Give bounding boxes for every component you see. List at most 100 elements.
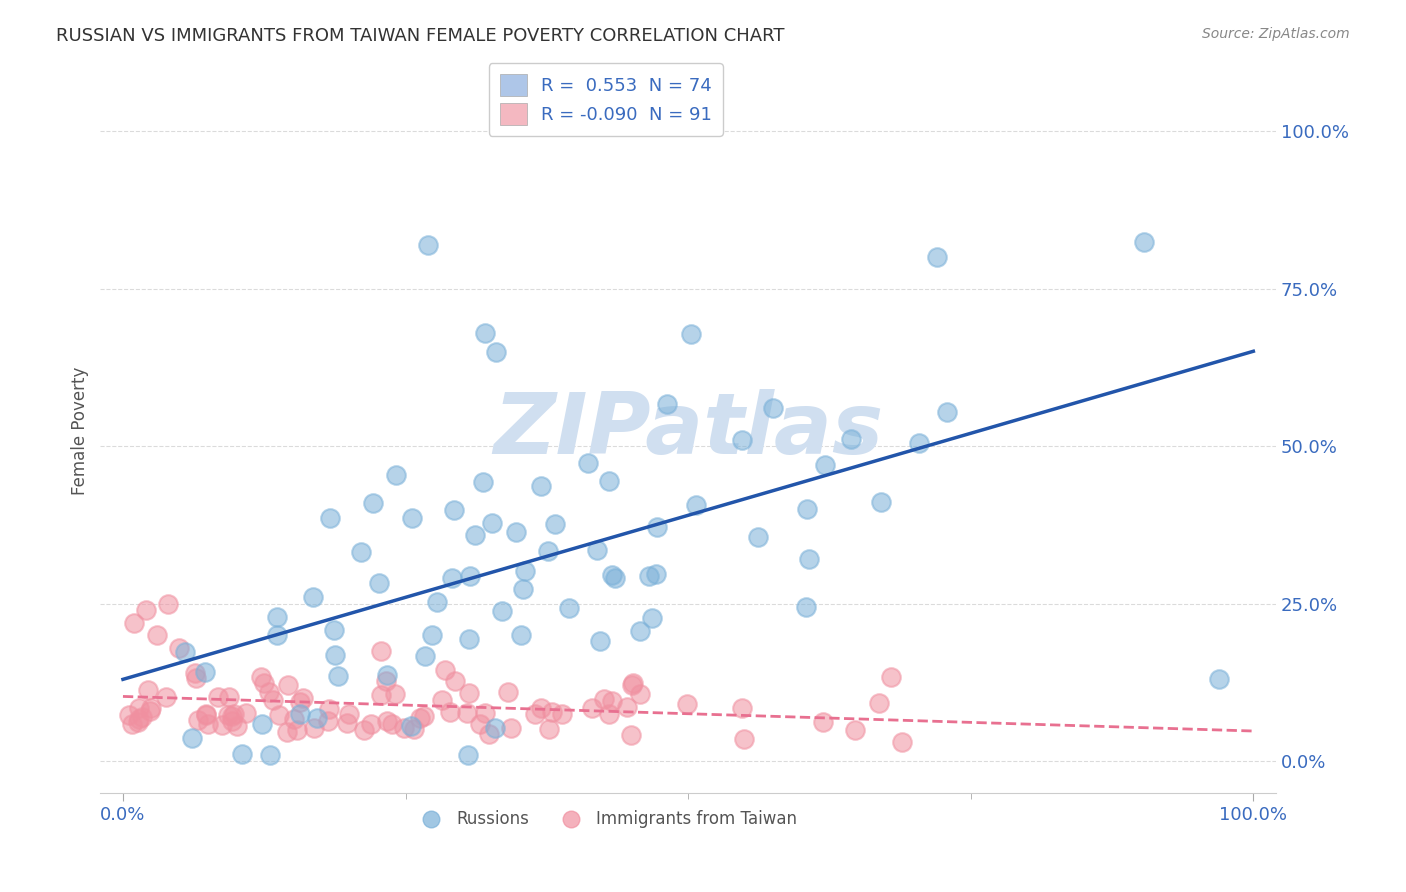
Point [288, 695, 311, 709]
Point [841, 432, 863, 446]
Text: Source: ZipAtlas.com: Source: ZipAtlas.com [1202, 27, 1350, 41]
Point [221, 714, 243, 728]
Point [401, 719, 423, 733]
Point [581, 701, 603, 715]
Point [439, 706, 461, 720]
Point [307, 711, 329, 725]
Point [301, 591, 323, 605]
Point [318, 701, 340, 715]
Point [135, 603, 157, 617]
Point [432, 693, 454, 707]
Point [139, 704, 162, 718]
Point [412, 709, 434, 723]
Point [637, 569, 659, 583]
Point [184, 672, 207, 686]
Point [936, 405, 959, 419]
Point [375, 714, 398, 729]
Point [174, 645, 197, 659]
Point [794, 599, 817, 614]
Point [336, 716, 359, 731]
Point [731, 701, 754, 715]
Point [375, 668, 398, 682]
Point [269, 708, 291, 723]
Point [513, 564, 536, 578]
Point [733, 731, 755, 746]
Point [444, 674, 467, 689]
Point [319, 510, 342, 524]
Point [925, 251, 948, 265]
Point [121, 717, 143, 731]
Point [250, 670, 273, 684]
Point [291, 691, 314, 706]
Point [277, 678, 299, 692]
Point [512, 582, 534, 597]
Point [458, 686, 481, 700]
Point [194, 707, 217, 722]
Point [157, 597, 180, 611]
Point [225, 719, 247, 733]
Point [484, 721, 506, 735]
Point [259, 747, 281, 762]
Point [524, 707, 547, 722]
Point [868, 696, 890, 710]
Point [250, 717, 273, 731]
Point [418, 237, 440, 252]
Point [1208, 673, 1230, 687]
Point [551, 706, 574, 721]
Point [762, 401, 785, 416]
Point [478, 727, 501, 741]
Point [231, 747, 253, 761]
Point [181, 731, 204, 745]
Point [131, 710, 153, 724]
Point [385, 467, 408, 482]
Point [890, 735, 912, 749]
Point [146, 628, 169, 642]
Point [235, 706, 257, 720]
Point [217, 708, 239, 723]
Point [464, 528, 486, 542]
Point [374, 673, 396, 688]
Point [593, 692, 616, 706]
Point [501, 721, 523, 735]
Point [184, 665, 207, 680]
Point [276, 724, 298, 739]
Point [443, 503, 465, 517]
Point [316, 714, 339, 729]
Point [474, 706, 496, 721]
Point [456, 706, 478, 720]
Point [505, 525, 527, 540]
Point [139, 701, 162, 715]
Point [655, 397, 678, 411]
Point [811, 715, 834, 730]
Point [262, 693, 284, 707]
Point [187, 713, 209, 727]
Point [796, 502, 818, 516]
Point [1132, 235, 1154, 249]
Point [814, 458, 837, 472]
Point [640, 611, 662, 625]
Point [908, 435, 931, 450]
Point [730, 433, 752, 447]
Point [676, 697, 699, 711]
Point [381, 717, 404, 731]
Point [797, 551, 820, 566]
Point [470, 717, 492, 731]
Point [360, 717, 382, 731]
Point [221, 709, 243, 723]
Point [128, 712, 150, 726]
Point [367, 576, 389, 591]
Point [392, 721, 415, 735]
Point [169, 640, 191, 655]
Point [628, 687, 651, 701]
Point [409, 711, 432, 725]
Point [426, 595, 449, 609]
Legend: Russions, Immigrants from Taiwan: Russions, Immigrants from Taiwan [408, 804, 804, 835]
Point [127, 715, 149, 730]
Point [530, 700, 553, 714]
Point [266, 610, 288, 624]
Point [413, 648, 436, 663]
Point [457, 747, 479, 762]
Point [328, 669, 350, 683]
Point [252, 676, 274, 690]
Point [118, 707, 141, 722]
